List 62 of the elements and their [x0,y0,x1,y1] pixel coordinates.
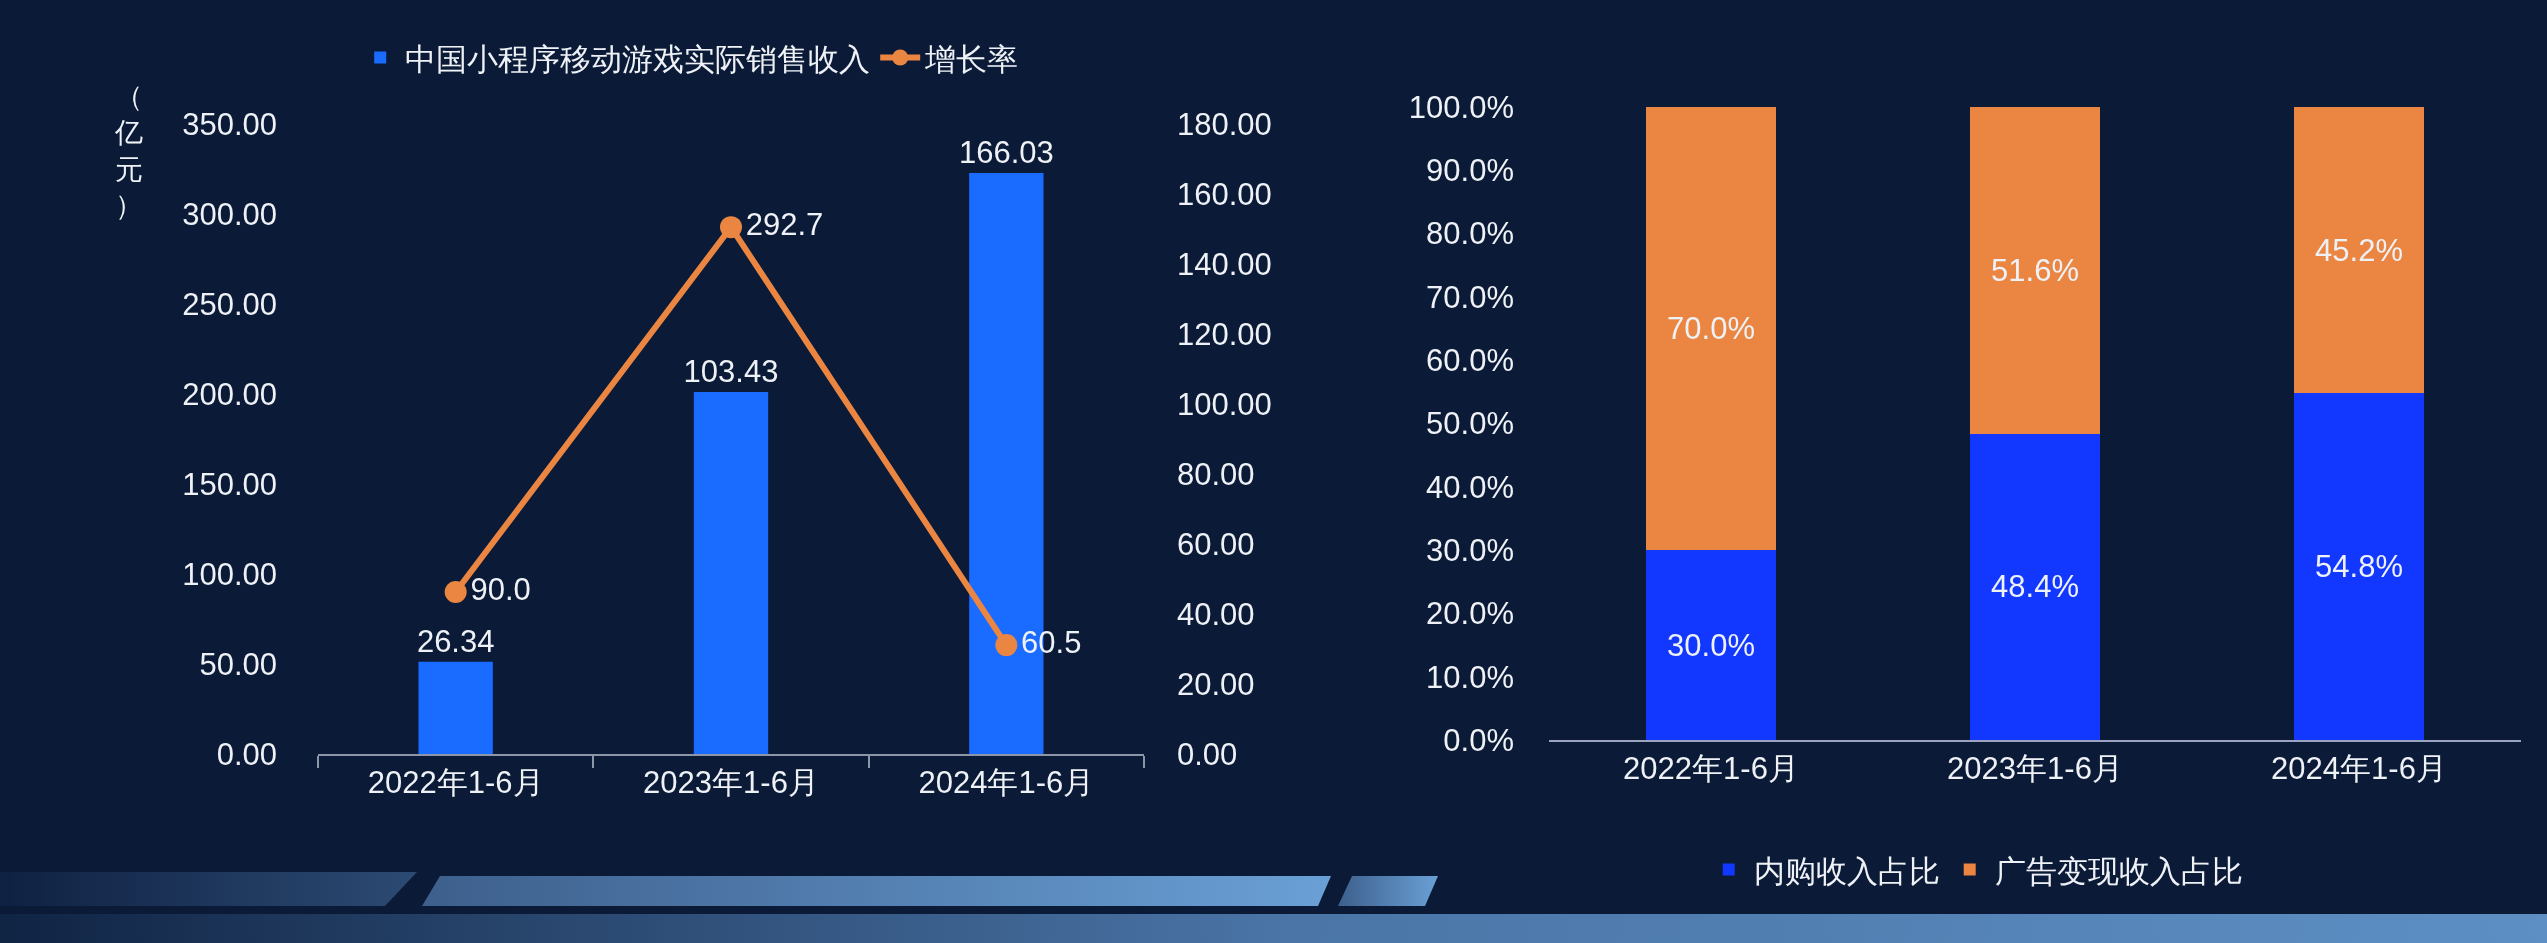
bar [1646,550,1776,740]
y-tick-label: 20.0% [1426,596,1514,632]
y2-tick-label: 0.00 [1177,736,1238,772]
data-label: 166.03 [958,134,1054,170]
data-label: 51.6% [1991,252,2079,288]
data-label: 30.0% [1667,627,1755,663]
y-axis-title: （亿元） [114,81,143,222]
y-tick-label: 80.0% [1426,216,1514,252]
y2-tick-label: 20.00 [1177,666,1255,702]
legend-label: 中国小程序移动游戏实际销售收入 [405,41,871,77]
point [444,581,467,603]
x-tick-label: 2024年1-6月 [918,765,1095,801]
y2-tick-label: 120.00 [1177,316,1272,352]
bar [2294,393,2424,740]
bar [418,661,493,754]
x-tick-label: 2022年1-6月 [1623,751,1799,787]
y2-tick-label: 80.00 [1177,456,1255,492]
y-tick-label: 70.0% [1426,279,1514,315]
y2-tick-label: 60.00 [1177,526,1255,562]
x-tick-label: 2023年1-6月 [643,765,819,801]
y-tick-label: 50.00 [199,646,277,682]
bar [1970,433,2100,740]
data-label: 48.4% [1991,569,2079,605]
data-label: 26.34 [416,623,495,659]
y-tick-label: 0.0% [1443,722,1514,758]
legend-label: 内购收入占比 [1753,853,1940,889]
y-tick-label: 250.00 [182,286,277,322]
y-tick-label: 350.00 [182,106,277,142]
y-tick-label: 100.0% [1408,89,1514,125]
bar [2294,107,2424,394]
y2-tick-label: 40.00 [1177,596,1255,632]
y2-tick-label: 100.00 [1177,386,1272,422]
bar [693,392,769,754]
data-label: 292.7 [745,206,824,242]
data-label: 103.43 [683,354,779,389]
y2-tick-label: 180.00 [1177,106,1272,142]
point [720,216,742,239]
point [995,634,1018,657]
legend-label: 广告变现收入占比 [1994,853,2243,889]
y2-tick-label: 160.00 [1177,176,1272,212]
x-tick-label: 2022年1-6月 [367,765,544,801]
data-label: 45.2% [2315,232,2403,268]
y-tick-label: 100.00 [182,556,277,592]
y-tick-label: 300.00 [182,196,277,232]
y-tick-label: 0.00 [216,736,277,772]
x-tick-label: 2024年1-6月 [2271,751,2447,787]
y-tick-label: 90.0% [1426,153,1514,189]
y-tick-label: 10.0% [1426,659,1514,695]
y-tick-label: 30.0% [1426,532,1514,568]
y2-tick-label: 140.00 [1177,246,1272,282]
data-label: 70.0% [1667,311,1755,347]
legend-label: 增长率 [924,41,1019,77]
y-tick-label: 60.0% [1426,343,1514,379]
data-label: 54.8% [2315,549,2403,585]
y-tick-label: 150.00 [182,466,277,502]
data-label: 90.0 [470,571,531,607]
y-tick-label: 200.00 [182,376,277,412]
bar [1646,107,1776,551]
x-tick-label: 2023年1-6月 [1947,751,2123,787]
y-tick-label: 50.0% [1426,406,1514,442]
bar [1970,107,2100,434]
y-tick-label: 40.0% [1426,469,1514,505]
